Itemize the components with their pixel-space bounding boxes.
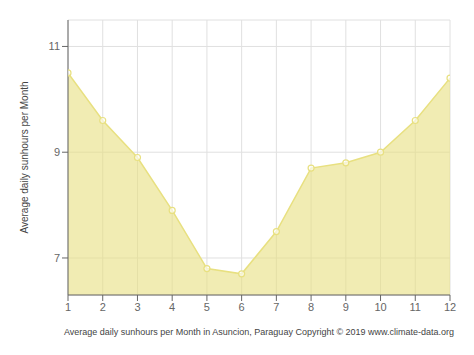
svg-text:8: 8: [308, 301, 314, 313]
svg-text:7: 7: [273, 301, 279, 313]
svg-text:Average daily sunhours per Mon: Average daily sunhours per Month: [19, 81, 30, 233]
svg-text:9: 9: [343, 301, 349, 313]
svg-text:3: 3: [134, 301, 140, 313]
svg-text:9: 9: [54, 146, 60, 158]
svg-text:12: 12: [444, 301, 456, 313]
svg-text:1: 1: [65, 301, 71, 313]
svg-text:2: 2: [100, 301, 106, 313]
svg-text:6: 6: [239, 301, 245, 313]
svg-text:10: 10: [374, 301, 386, 313]
svg-text:11: 11: [410, 301, 421, 313]
svg-text:5: 5: [204, 301, 210, 313]
svg-text:11: 11: [49, 40, 60, 52]
svg-text:4: 4: [169, 301, 175, 313]
svg-text:7: 7: [54, 252, 60, 264]
svg-text:Average daily sunhours per Mon: Average daily sunhours per Month in Asun…: [64, 327, 454, 337]
